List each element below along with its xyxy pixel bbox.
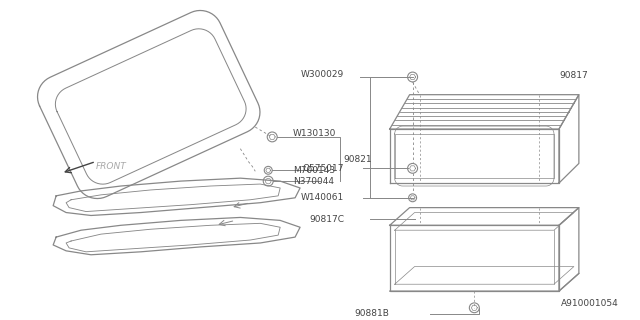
Text: 90821: 90821 [343, 155, 372, 164]
Text: 90881B: 90881B [355, 309, 390, 318]
Text: Q575017: Q575017 [302, 164, 344, 173]
Text: M700143: M700143 [293, 166, 335, 175]
Text: 90817C: 90817C [309, 215, 344, 224]
Text: W130130: W130130 [293, 130, 337, 139]
Text: W300029: W300029 [301, 69, 344, 79]
Text: 90817: 90817 [559, 70, 588, 80]
Text: FRONT: FRONT [96, 162, 127, 171]
Text: W140061: W140061 [301, 193, 344, 202]
Text: A910001054: A910001054 [561, 299, 619, 308]
Text: N370044: N370044 [293, 177, 334, 186]
